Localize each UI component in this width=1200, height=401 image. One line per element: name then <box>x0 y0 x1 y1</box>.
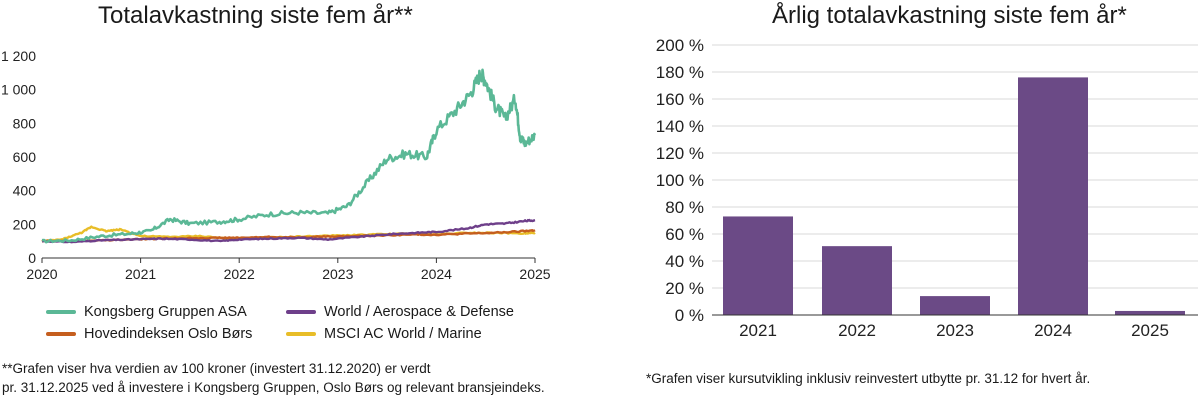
y-tick-label: 400 <box>13 183 37 199</box>
x-tick-label: 2025 <box>519 266 550 282</box>
x-tick-label: 2024 <box>1034 321 1072 340</box>
y-tick-label: 0 % <box>675 306 704 325</box>
legend-swatch <box>286 332 316 337</box>
y-tick-label: 40 % <box>665 252 704 271</box>
legend-item-marine: MSCI AC World / Marine <box>286 326 482 342</box>
y-tick-label: 0 <box>28 250 36 266</box>
legend-item-oslo: Hovedindeksen Oslo Børs <box>46 326 252 342</box>
x-tick-label: 2022 <box>224 266 255 282</box>
series-line-world-aerospace-defense <box>41 218 536 244</box>
y-tick-label: 600 <box>13 149 37 165</box>
y-tick-label: 200 <box>13 216 37 232</box>
left-chart-title: Totalavkastning siste fem år** <box>98 2 413 29</box>
y-tick-label: 1 000 <box>1 82 36 98</box>
x-tick-label: 2021 <box>125 266 156 282</box>
y-tick-label: 1 200 <box>1 48 36 64</box>
x-tick-label: 2024 <box>421 266 452 282</box>
y-tick-label: 120 % <box>656 144 704 163</box>
left-footnote-line1: **Grafen viser hva verdien av 100 kroner… <box>2 361 431 376</box>
legend-item-kongsberg: Kongsberg Gruppen ASA <box>46 304 247 320</box>
bar-2025 <box>1115 310 1185 315</box>
y-tick-label: 60 % <box>665 225 704 244</box>
legend-label: MSCI AC World / Marine <box>324 326 482 342</box>
left-footnote: **Grafen viser hva verdien av 100 kroner… <box>2 359 545 397</box>
y-tick-label: 180 % <box>656 63 704 82</box>
legend-label: Kongsberg Gruppen ASA <box>84 304 247 320</box>
legend-label: World / Aerospace & Defense <box>324 304 514 320</box>
y-tick-label: 200 % <box>656 36 704 55</box>
legend-item-aerospace: World / Aerospace & Defense <box>286 304 514 320</box>
x-tick-label: 2020 <box>26 266 57 282</box>
y-tick-label: 20 % <box>665 279 704 298</box>
bar-2023 <box>920 296 990 315</box>
y-tick-label: 140 % <box>656 117 704 136</box>
right-footnote: *Grafen viser kursutvikling inklusiv rei… <box>646 371 1091 386</box>
bar-2022 <box>822 246 892 315</box>
y-tick-label: 800 <box>13 115 37 131</box>
bar-2021 <box>723 216 793 315</box>
right-chart-title: Årlig totalavkastning siste fem år* <box>772 2 1127 29</box>
series-line-kongsberg-gruppen-asa <box>41 68 537 244</box>
legend-swatch <box>46 310 76 315</box>
y-tick-label: 100 % <box>656 171 704 190</box>
x-tick-label: 2021 <box>739 321 777 340</box>
legend-swatch <box>286 310 316 315</box>
y-tick-label: 160 % <box>656 90 704 109</box>
y-tick-label: 80 % <box>665 198 704 217</box>
legend-label: Hovedindeksen Oslo Børs <box>84 326 253 342</box>
legend-swatch <box>46 332 76 337</box>
bar-2024 <box>1018 77 1088 316</box>
x-tick-label: 2023 <box>936 321 974 340</box>
left-footnote-line2: pr. 31.12.2025 ved å investere i Kongsbe… <box>2 380 545 395</box>
x-tick-label: 2023 <box>322 266 353 282</box>
x-tick-label: 2025 <box>1131 321 1169 340</box>
x-tick-label: 2022 <box>838 321 876 340</box>
